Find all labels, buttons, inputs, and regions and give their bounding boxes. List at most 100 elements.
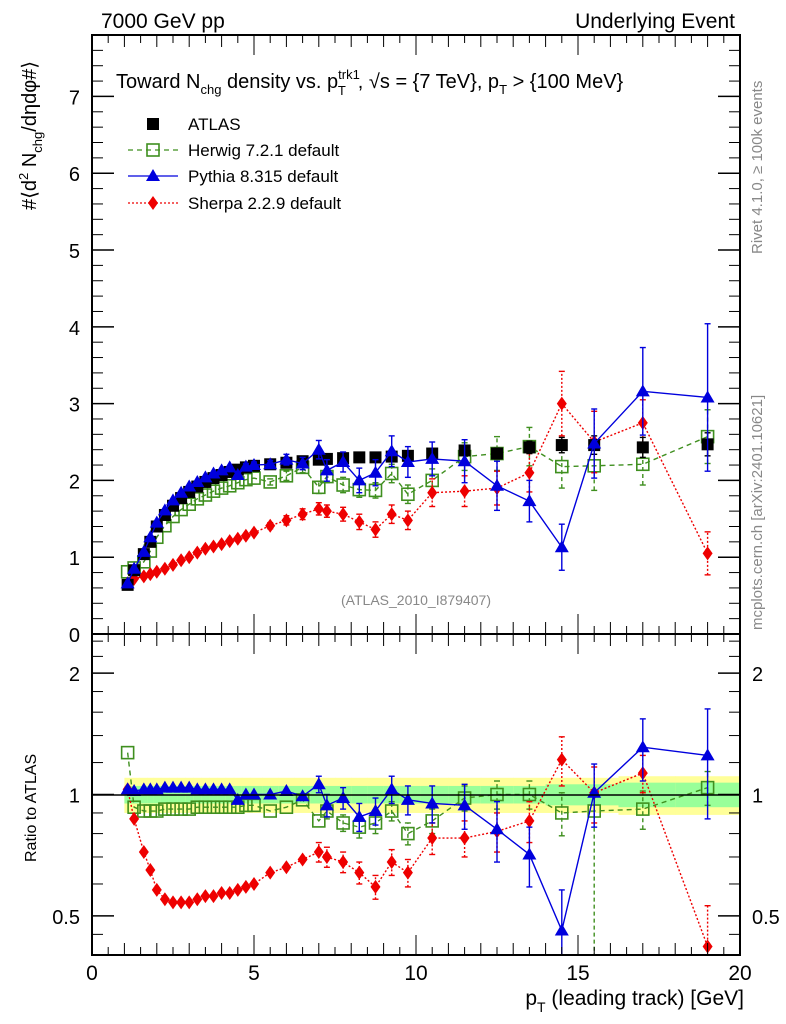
ratio-pythia-point xyxy=(490,822,504,835)
legend-marker xyxy=(147,118,159,130)
atlas-point xyxy=(523,441,536,454)
ratio-sherpa-point xyxy=(321,849,332,864)
pythia-point xyxy=(230,468,245,481)
ratio-herwig-point xyxy=(206,800,221,815)
pythia-point xyxy=(149,515,164,528)
sherpa-point xyxy=(297,507,308,522)
herwig-point xyxy=(635,457,650,472)
pythia-point xyxy=(368,465,383,478)
ratio-sherpa-point xyxy=(168,895,178,910)
pythia-point xyxy=(214,463,229,476)
ratio-herwig-point xyxy=(311,814,326,828)
ylabel-sup: 2 xyxy=(16,173,31,180)
herwig-point xyxy=(190,492,205,506)
legend-marker xyxy=(146,169,160,181)
y-tick-label: 0 xyxy=(69,625,80,647)
ratio-sherpa-point xyxy=(338,855,349,870)
pythia-point xyxy=(554,540,569,553)
ratio-sherpa-point xyxy=(192,892,203,907)
title-part-d: > {100 MeV} xyxy=(507,71,624,93)
ratio-sherpa-point xyxy=(232,882,243,897)
ratio-sherpa-point xyxy=(216,885,227,900)
sherpa-point xyxy=(192,545,203,560)
sherpa-point xyxy=(265,518,276,533)
ratio-sherpa-point xyxy=(297,852,308,867)
pythia-point xyxy=(425,451,440,464)
ratio-pythia-point xyxy=(222,782,237,795)
ratio-herwig-point xyxy=(174,802,188,816)
y-tick-label: 7 xyxy=(69,87,80,109)
ratio-y-tick-label: 0.5 xyxy=(52,907,80,929)
ylabel-part-b: N xyxy=(19,153,41,173)
x-tick-label: 0 xyxy=(86,962,98,985)
ratio-herwig-point xyxy=(222,800,237,815)
sherpa-point xyxy=(370,522,381,537)
ratio-herwig-point xyxy=(150,804,164,818)
sherpa-point xyxy=(224,534,235,549)
pythia-point xyxy=(295,456,310,469)
ratio-pythia-point xyxy=(368,804,383,817)
ratio-sherpa-point xyxy=(159,892,170,907)
atlas-point xyxy=(353,451,366,464)
herwig-point xyxy=(222,478,237,493)
herwig-point xyxy=(279,469,294,483)
ratio-ylabel: Ratio to ATLAS xyxy=(23,754,40,862)
title-sup-b: trk1 xyxy=(338,67,360,82)
atlas-point xyxy=(491,447,503,460)
ratio-sherpa-line xyxy=(126,758,709,947)
sherpa-point xyxy=(402,513,413,528)
ratio-sherpa-point xyxy=(313,845,324,860)
ratio-sherpa-point xyxy=(145,862,156,877)
ratio-pythia-line xyxy=(127,746,708,933)
title-part-b: density vs. p xyxy=(221,71,338,93)
pythia-point xyxy=(157,503,172,516)
ratio-sherpa-point xyxy=(240,879,251,894)
sherpa-point xyxy=(556,396,567,411)
title-part-c: , √s = {7 TeV}, p xyxy=(358,71,499,93)
ratio-pythia-point xyxy=(457,798,472,811)
herwig-point xyxy=(401,487,415,502)
ratio-pythia-point xyxy=(400,792,415,805)
legend: ATLAS Herwig 7.2.1 default Pythia 8.315 de… xyxy=(128,115,341,213)
ratio-herwig-point xyxy=(279,800,294,815)
sherpa-point xyxy=(240,528,251,543)
title-sub-a: chg xyxy=(200,82,221,97)
pythia-point xyxy=(490,478,504,491)
ratio-sherpa-point xyxy=(224,885,235,900)
herwig-point xyxy=(336,478,350,492)
rivet-label: Rivet 4.1.0, ≥ 100k events xyxy=(749,81,766,254)
pythia-point xyxy=(166,493,180,506)
ratio-sherpa-point xyxy=(386,855,397,870)
sherpa-point xyxy=(313,501,324,516)
herwig-point xyxy=(554,459,569,474)
y-tick-label: 5 xyxy=(69,241,80,263)
herwig-point xyxy=(311,480,326,495)
main-title: Toward Nchg density vs. ptrk1 T, √s = {7 … xyxy=(116,67,624,98)
ratio-herwig-point xyxy=(182,802,196,816)
xlabel-rest: (leading track) [GeV] xyxy=(546,987,744,1010)
x-tick-label: 10 xyxy=(404,962,427,985)
pythia-point xyxy=(522,494,537,507)
ratio-herwig-point xyxy=(384,804,399,818)
atlas-point xyxy=(636,441,649,454)
header-right: Underlying Event xyxy=(575,10,735,33)
sherpa-point xyxy=(459,484,470,499)
sherpa-point xyxy=(249,525,259,540)
ratio-herwig-point xyxy=(166,802,180,816)
legend-marker xyxy=(148,196,158,210)
ratio-pythia-point xyxy=(319,798,334,811)
ratio-herwig-point xyxy=(263,804,278,818)
x-tick-label: 15 xyxy=(566,962,589,985)
pythia-point xyxy=(143,530,158,543)
ylabel-part-a: #⟨d xyxy=(19,180,41,210)
sherpa-point xyxy=(702,546,713,561)
pythia-point xyxy=(279,452,294,465)
ratio-sherpa-point xyxy=(249,876,259,891)
herwig-point xyxy=(198,488,213,502)
herwig-point xyxy=(206,484,221,498)
ratio-series-clipped xyxy=(120,708,715,955)
sherpa-point xyxy=(216,537,227,552)
ratio-sherpa-point xyxy=(427,831,438,846)
ratio-herwig-point xyxy=(635,802,650,816)
header-left: 7000 GeV pp xyxy=(101,10,225,33)
